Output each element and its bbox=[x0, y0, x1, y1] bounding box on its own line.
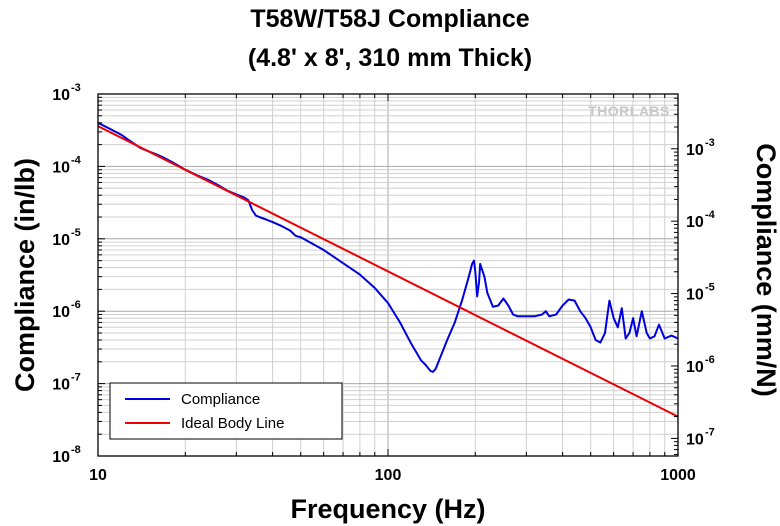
y-left-tick-exponent: -6 bbox=[71, 299, 81, 311]
y-left-tick-label: 10 bbox=[52, 87, 70, 104]
y-left-tick-exponent: -3 bbox=[71, 82, 81, 94]
y-right-tick-label: 10 bbox=[686, 431, 704, 448]
y-right-tick-exponent: -7 bbox=[705, 426, 715, 438]
x-tick-label: 1000 bbox=[660, 467, 696, 484]
y-right-tick-label: 10 bbox=[686, 359, 704, 376]
y-right-tick-label: 10 bbox=[686, 287, 704, 304]
y-right-tick-label: 10 bbox=[686, 214, 704, 231]
legend: Compliance Ideal Body Line bbox=[109, 382, 343, 440]
x-axis-title: Frequency (Hz) bbox=[290, 494, 485, 524]
y-left-tick-exponent: -7 bbox=[71, 372, 81, 384]
x-tick-label: 100 bbox=[375, 467, 402, 484]
y-left-tick-label: 10 bbox=[52, 232, 70, 249]
compliance-series-line bbox=[97, 121, 679, 373]
y-left-tick-exponent: -8 bbox=[71, 444, 81, 456]
y-right-tick-exponent: -4 bbox=[705, 209, 716, 221]
y-axis-title-right: Compliance (mm/N) bbox=[751, 143, 780, 397]
grid bbox=[97, 94, 678, 457]
y-left-tick-label: 10 bbox=[52, 304, 70, 321]
chart-subtitle: (4.8' x 8', 310 mm Thick) bbox=[248, 44, 532, 72]
y-left-tick-label: 10 bbox=[52, 159, 70, 176]
legend-label-ideal-body-line: Ideal Body Line bbox=[181, 415, 284, 432]
y-left-tick-label: 10 bbox=[52, 377, 70, 394]
x-tick-label: 10 bbox=[89, 467, 107, 484]
y-right-tick-exponent: -5 bbox=[705, 282, 715, 294]
y-right-tick-exponent: -6 bbox=[705, 354, 715, 366]
series-layer bbox=[97, 121, 679, 418]
y-axis-title-left: Compliance (in/lb) bbox=[10, 158, 40, 392]
ideal-body-series-line bbox=[97, 125, 679, 418]
y-right-tick-exponent: -3 bbox=[705, 137, 715, 149]
y-left-tick-exponent: -4 bbox=[71, 154, 82, 166]
legend-box bbox=[109, 382, 343, 440]
legend-label-compliance: Compliance bbox=[181, 391, 260, 408]
chart-title: T58W/T58J Compliance bbox=[250, 5, 529, 33]
y-left-tick-exponent: -5 bbox=[71, 227, 81, 239]
y-right-tick-label: 10 bbox=[686, 142, 704, 159]
y-left-tick-label: 10 bbox=[52, 449, 70, 466]
watermark-logo: THORLABS bbox=[588, 103, 670, 119]
